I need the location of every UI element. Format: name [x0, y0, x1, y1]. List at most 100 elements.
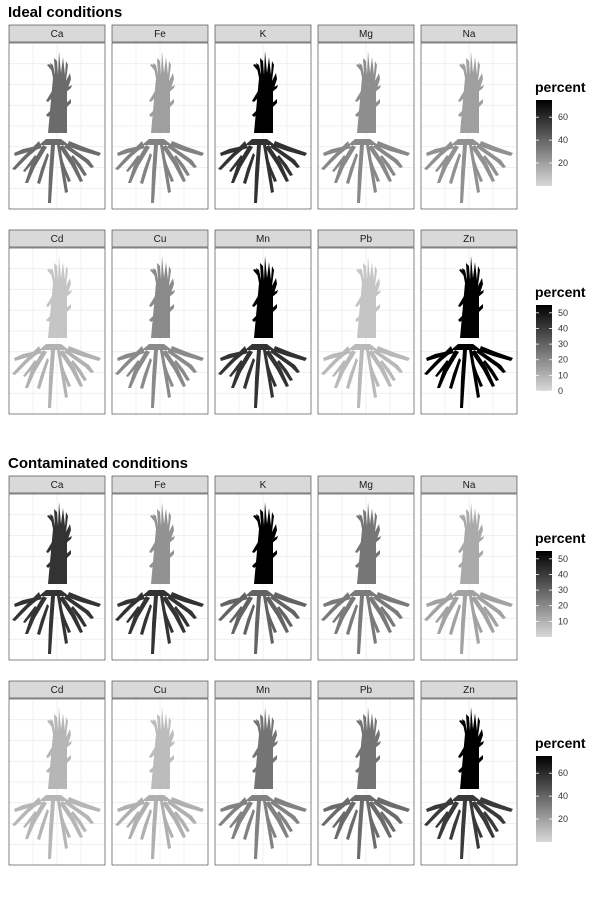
panel-border — [317, 493, 415, 661]
facet-label: K — [260, 480, 267, 491]
panel-border — [111, 698, 209, 866]
facet-label: Cu — [154, 685, 167, 696]
panel-k: K — [214, 475, 312, 661]
legend-tick-label: 10 — [558, 370, 568, 380]
panel-pb: Pb — [317, 229, 415, 415]
panel-zn: Zn — [420, 229, 518, 415]
panel-border — [214, 698, 312, 866]
facet-strip — [420, 229, 518, 248]
panel-mn: Mn — [214, 229, 312, 415]
legend-tick-label: 10 — [558, 616, 568, 626]
legend-colorbar — [536, 100, 552, 186]
panel-fe: Fe — [111, 475, 209, 661]
facet-label: Ca — [51, 29, 64, 40]
facet-strip — [420, 475, 518, 494]
legend-colorbar — [536, 551, 552, 637]
panel-zn: Zn — [420, 680, 518, 866]
legend: percent 20 40 60 — [535, 735, 586, 842]
panel-border — [420, 247, 518, 415]
legend-colorbar — [536, 305, 552, 391]
facet-label: Pb — [360, 685, 373, 696]
panel-mg: Mg — [317, 24, 415, 210]
facet-strip — [111, 475, 209, 494]
facet-label: Ca — [51, 480, 64, 491]
legend-tick-label: 40 — [558, 569, 568, 579]
facet-strip — [420, 24, 518, 43]
panel-k: K — [214, 24, 312, 210]
legend-title: percent — [535, 735, 586, 751]
panel-border — [8, 698, 106, 866]
legend-tick-label: 30 — [558, 585, 568, 595]
facet-strip — [111, 229, 209, 248]
facet-strip — [8, 680, 106, 699]
facet-label: Mg — [359, 480, 373, 491]
panel-cd: Cd — [8, 229, 106, 415]
panel-border — [111, 493, 209, 661]
panel-border — [8, 247, 106, 415]
panel-border — [214, 247, 312, 415]
panel-border — [317, 42, 415, 210]
legend-tick-label: 20 — [558, 814, 568, 824]
legend: percent 0 10 20 30 40 50 — [535, 284, 586, 396]
facet-label: Cd — [51, 234, 64, 245]
panel-border — [111, 42, 209, 210]
legend: percent 10 20 30 40 50 — [535, 530, 586, 637]
facet-strip — [111, 24, 209, 43]
facet-label: K — [260, 29, 267, 40]
panel-border — [8, 42, 106, 210]
legend-tick-label: 20 — [558, 355, 568, 365]
panel-border — [420, 698, 518, 866]
legend-tick-label: 40 — [558, 791, 568, 801]
legend-tick-label: 40 — [558, 135, 568, 145]
facet-strip — [214, 229, 312, 248]
facet-strip — [8, 24, 106, 43]
legend-title: percent — [535, 284, 586, 300]
facet-strip — [317, 229, 415, 248]
panel-border — [317, 698, 415, 866]
panel-pb: Pb — [317, 680, 415, 866]
facet-strip — [214, 24, 312, 43]
legend-colorbar — [536, 756, 552, 842]
panel-grid — [318, 248, 414, 414]
legend-tick-label: 20 — [558, 158, 568, 168]
facet-label: Mg — [359, 29, 373, 40]
legend-tick-label: 60 — [558, 112, 568, 122]
section-title: Contaminated conditions — [8, 455, 188, 472]
legend-tick-label: 50 — [558, 554, 568, 564]
panel-na: Na — [420, 475, 518, 661]
facet-label: Zn — [463, 234, 475, 245]
facet-strip — [317, 24, 415, 43]
panel-ca: Ca — [8, 24, 106, 210]
legend-tick-label: 0 — [558, 386, 563, 396]
facet-label: Pb — [360, 234, 373, 245]
panel-cu: Cu — [111, 229, 209, 415]
facet-label: Mn — [256, 685, 270, 696]
panel-border — [317, 247, 415, 415]
facet-label: Na — [463, 29, 476, 40]
facet-strip — [317, 680, 415, 699]
panel-mg: Mg — [317, 475, 415, 661]
facet-label: Cd — [51, 685, 64, 696]
facet-label: Cu — [154, 234, 167, 245]
legend-tick-label: 60 — [558, 768, 568, 778]
panel-border — [111, 247, 209, 415]
facet-strip — [8, 229, 106, 248]
facet-strip — [317, 475, 415, 494]
legend-tick-label: 20 — [558, 601, 568, 611]
panel-border — [420, 42, 518, 210]
legend-title: percent — [535, 79, 586, 95]
legend-tick-label: 50 — [558, 308, 568, 318]
legend-title: percent — [535, 530, 586, 546]
facet-strip — [8, 475, 106, 494]
panel-cu: Cu — [111, 680, 209, 866]
facet-strip — [111, 680, 209, 699]
panel-border — [214, 42, 312, 210]
facet-label: Zn — [463, 685, 475, 696]
facet-label: Mn — [256, 234, 270, 245]
panel-fe: Fe — [111, 24, 209, 210]
panel-mn: Mn — [214, 680, 312, 866]
legend-tick-label: 30 — [558, 339, 568, 349]
facet-strip — [420, 680, 518, 699]
panel-ca: Ca — [8, 475, 106, 661]
